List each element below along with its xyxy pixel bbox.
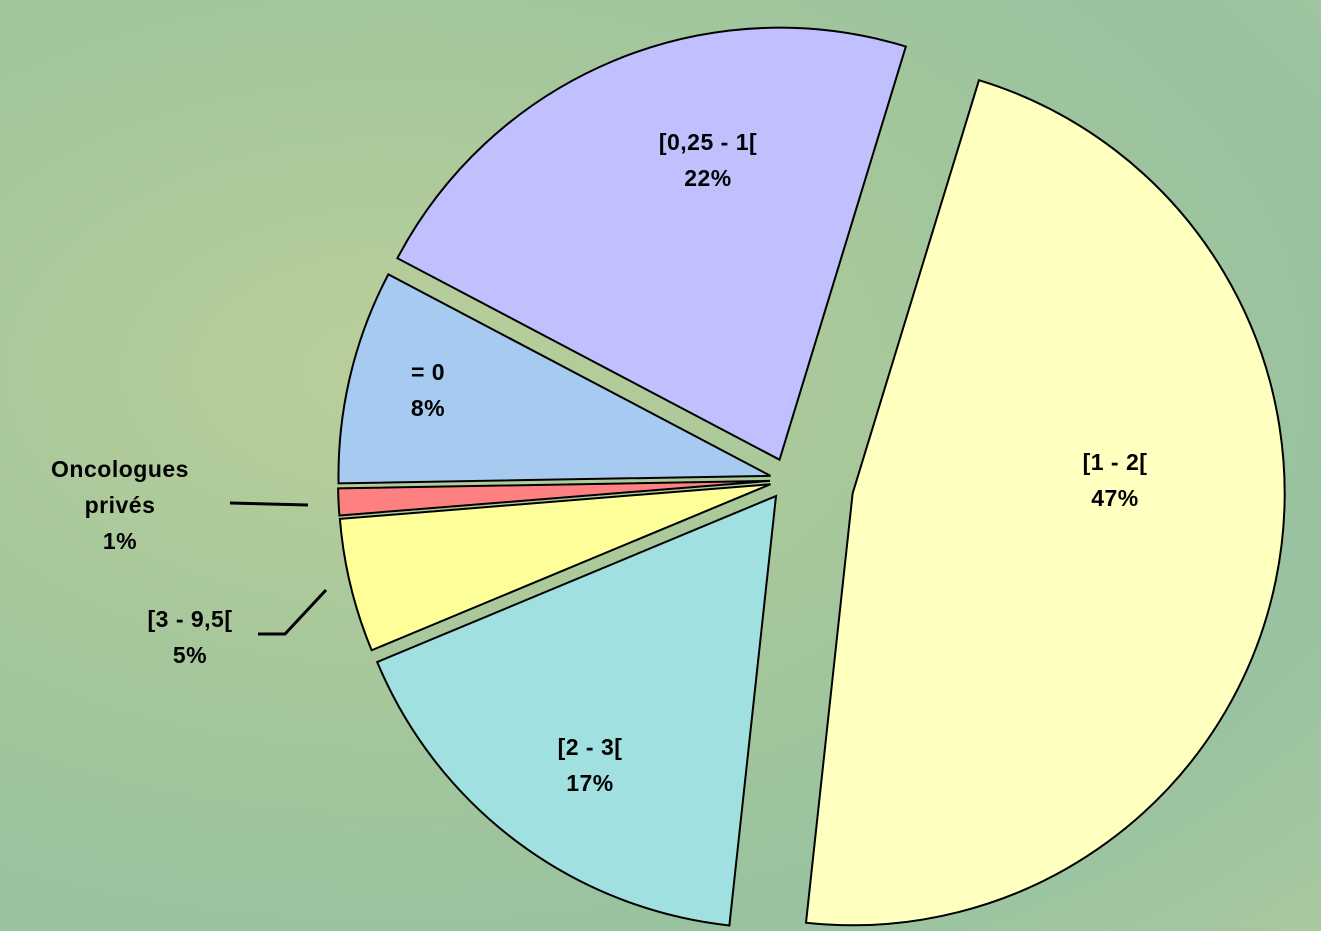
pie-slice bbox=[337, 479, 771, 517]
leader-line bbox=[258, 588, 328, 636]
category-label: [2 - 3[ bbox=[557, 734, 623, 760]
value-label: 17% bbox=[566, 770, 614, 796]
category-label: [0,25 - 1[ bbox=[658, 129, 758, 155]
slice-label: Oncologues privés 1% bbox=[40, 451, 200, 559]
leader-line bbox=[229, 501, 309, 507]
slice-label: [2 - 3[ 17% bbox=[490, 729, 690, 801]
value-label: 47% bbox=[1091, 485, 1139, 511]
pie-slice bbox=[375, 494, 778, 927]
value-label: 8% bbox=[410, 395, 446, 421]
slice-label: [3 - 9,5[ 5% bbox=[90, 601, 290, 673]
pie-slice bbox=[396, 26, 908, 462]
pie-slice bbox=[338, 483, 771, 652]
slice-label: [0,25 - 1[ 22% bbox=[608, 124, 808, 196]
slice-label: = 0 8% bbox=[328, 354, 528, 426]
category-label: Oncologues privés bbox=[51, 456, 189, 518]
category-label: [1 - 2[ bbox=[1082, 449, 1148, 475]
category-label: [3 - 9,5[ bbox=[147, 606, 233, 632]
pie-slice bbox=[337, 272, 771, 485]
value-label: 1% bbox=[102, 528, 138, 554]
slice-label: [1 - 2[ 47% bbox=[1015, 444, 1215, 516]
value-label: 5% bbox=[172, 642, 208, 668]
pie-slice bbox=[804, 78, 1286, 927]
value-label: 22% bbox=[684, 165, 732, 191]
category-label: = 0 bbox=[410, 359, 446, 385]
